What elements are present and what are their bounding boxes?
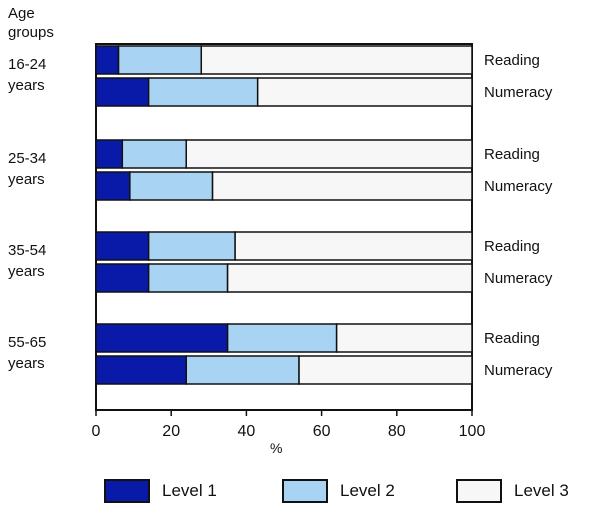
bar-segment-level-2 bbox=[185, 355, 300, 385]
row-label: Numeracy bbox=[484, 84, 553, 101]
row-label: Numeracy bbox=[484, 270, 553, 287]
legend-item: Level 2 bbox=[282, 476, 395, 506]
row-label: Reading bbox=[484, 146, 540, 163]
bar-segment-level-3 bbox=[200, 45, 473, 75]
row-label: Reading bbox=[484, 238, 540, 255]
row-label: Reading bbox=[484, 330, 540, 347]
bar-segment-level-2 bbox=[147, 231, 236, 261]
x-tick-label: 40 bbox=[238, 423, 256, 440]
legend-swatch bbox=[104, 479, 150, 503]
bar-segment-level-3 bbox=[298, 355, 473, 385]
x-axis-ticks: 0 20 40 60 80 100 bbox=[92, 410, 486, 440]
x-tick-label: 80 bbox=[388, 423, 406, 440]
group-label: 35-54 years bbox=[8, 242, 47, 280]
legend-label: Level 3 bbox=[514, 481, 569, 500]
legend-item: Level 1 bbox=[104, 476, 217, 506]
bar-segment-level-3 bbox=[185, 139, 473, 169]
bar-segment-level-2 bbox=[147, 77, 259, 107]
bar-segment-level-3 bbox=[335, 323, 473, 353]
x-tick-label: 0 bbox=[92, 423, 101, 440]
row-label: Numeracy bbox=[484, 362, 553, 379]
legend-swatch bbox=[456, 479, 502, 503]
group-label: 16-24 years bbox=[8, 56, 47, 94]
bar-segment-level-3 bbox=[226, 263, 473, 293]
y-axis-title: Age groups bbox=[8, 5, 54, 41]
bar-segment-level-1 bbox=[95, 171, 131, 201]
group-label: 55-65 years bbox=[8, 334, 47, 372]
legend-item: Level 3 bbox=[456, 476, 569, 506]
plot-area: Reading Numeracy Reading Numeracy Reading Num… bbox=[95, 43, 553, 411]
bar-segment-level-2 bbox=[117, 45, 203, 75]
row-label: Reading bbox=[484, 52, 540, 69]
x-tick-label: 20 bbox=[162, 423, 180, 440]
bar-segment-level-2 bbox=[121, 139, 187, 169]
x-tick-label: 100 bbox=[459, 423, 486, 440]
group-label: 25-34 years bbox=[8, 150, 47, 188]
bar-segment-level-2 bbox=[226, 323, 338, 353]
x-tick-label: 60 bbox=[313, 423, 331, 440]
bar-segment-level-3 bbox=[256, 77, 473, 107]
legend-swatch bbox=[282, 479, 328, 503]
row-label: Numeracy bbox=[484, 178, 553, 195]
bar-segment-level-1 bbox=[95, 263, 150, 293]
bar-segment-level-1 bbox=[95, 231, 150, 261]
bar-segment-level-2 bbox=[129, 171, 214, 201]
bar-segment-level-3 bbox=[234, 231, 473, 261]
bar-segment-level-1 bbox=[95, 323, 229, 353]
bar-segment-level-1 bbox=[95, 355, 187, 385]
bar-segment-level-1 bbox=[95, 139, 124, 169]
bar-segment-level-2 bbox=[147, 263, 229, 293]
legend-label: Level 2 bbox=[340, 481, 395, 500]
bar-segment-level-3 bbox=[211, 171, 473, 201]
x-axis-title: % bbox=[270, 440, 283, 456]
bar-segment-level-1 bbox=[95, 77, 150, 107]
bar-segment-level-1 bbox=[95, 45, 120, 75]
legend-label: Level 1 bbox=[162, 481, 217, 500]
